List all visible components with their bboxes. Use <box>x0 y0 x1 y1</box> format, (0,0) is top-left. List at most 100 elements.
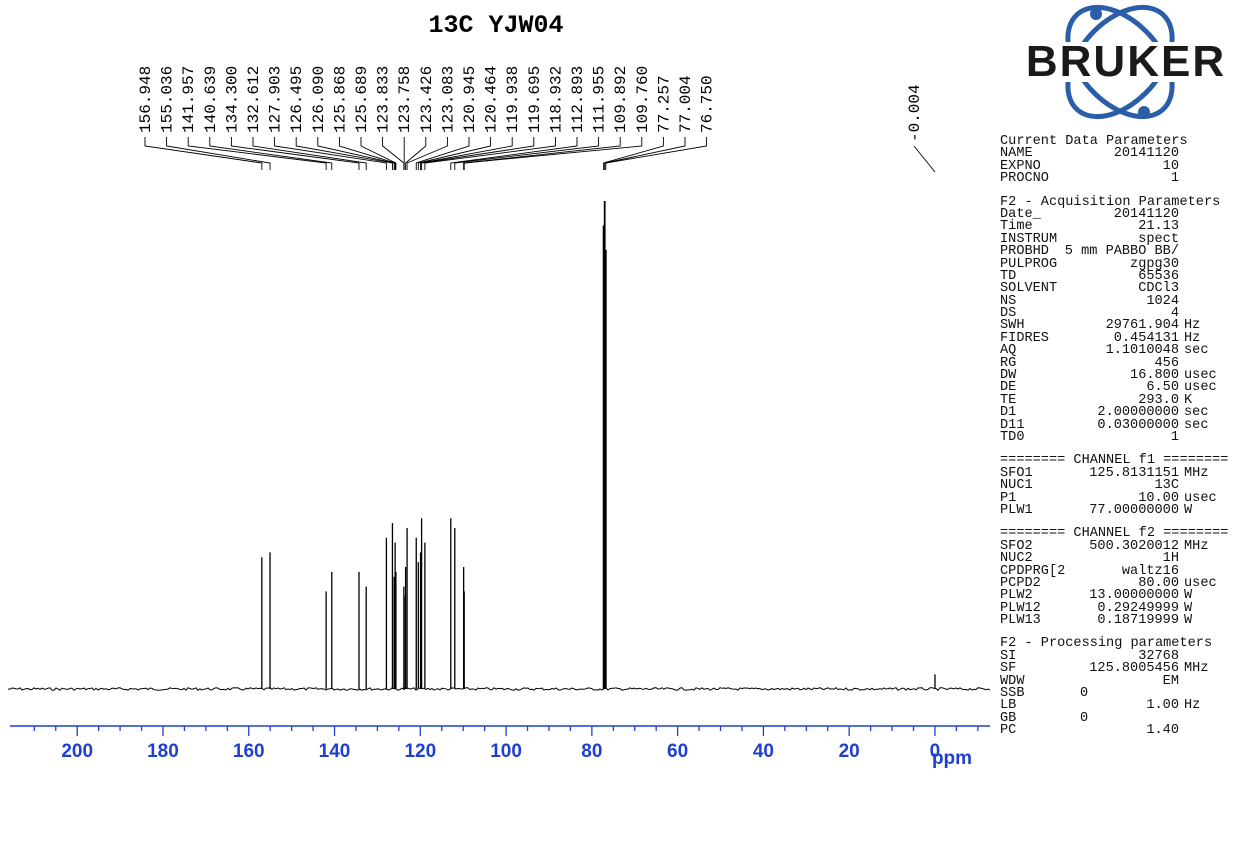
param-row: NUC1 13C <box>1000 478 1247 494</box>
param-unit: usec <box>1184 575 1217 591</box>
param-value: 293.0 <box>1138 392 1179 408</box>
logo-wordmark: BRUKER <box>1026 37 1226 86</box>
param-block-header: F2 - Processing parameters <box>1000 636 1213 652</box>
peak-label-connector <box>421 137 535 170</box>
logo-orbit-icon <box>1065 4 1175 120</box>
peak-label-connector <box>605 137 708 170</box>
param-row: INSTRUM spect <box>1000 231 1247 247</box>
peak-label-connector <box>295 137 393 170</box>
x-tick-label: 200 <box>61 741 93 762</box>
peak-label: 120.945 <box>461 66 479 133</box>
param-value: EM <box>1162 673 1179 689</box>
peak-label: 125.689 <box>353 66 371 133</box>
param-row: PULPROG zgpg30 <box>1000 256 1247 272</box>
param-row: AQ 1.1010048 sec <box>1000 343 1247 359</box>
param-value: 500.3020012 <box>1089 538 1179 554</box>
param-block: ======== CHANNEL f1 ======== SFO1 125.8131… <box>1000 454 1247 518</box>
param-row: WDW EM <box>1000 673 1247 689</box>
param-row: CPDPRG[2 waltz16 <box>1000 563 1247 579</box>
peak-label: 111.955 <box>591 66 609 133</box>
param-row: SFO2 500.3020012 MHz <box>1000 538 1247 554</box>
param-key: PULPROG <box>1000 256 1058 272</box>
param-key: FIDRES <box>1000 330 1049 346</box>
param-value: 1.1010048 <box>1105 343 1179 359</box>
peak-label-connector <box>187 137 327 170</box>
param-unit: usec <box>1184 380 1217 396</box>
param-key: SFO2 <box>1000 538 1033 554</box>
peak-label-connector <box>415 137 470 170</box>
param-key: PROBHD <box>1000 244 1049 260</box>
param-unit: sec <box>1184 343 1209 359</box>
param-block: Current Data Parameters NAME 20141120 EXPNO… <box>1000 134 1247 187</box>
param-row: D1 2.00000000 sec <box>1000 405 1247 421</box>
param-row: D11 0.03000000 sec <box>1000 417 1247 433</box>
peak-label-connector <box>274 137 387 170</box>
param-key: PLW1 <box>1000 502 1033 518</box>
param-key: Date_ <box>1000 206 1041 222</box>
param-key: PROCNO <box>1000 171 1049 187</box>
param-unit: MHz <box>1184 538 1209 554</box>
param-value: 0.29249999 <box>1097 600 1179 616</box>
param-unit: MHz <box>1184 465 1209 481</box>
param-value: 0 <box>1080 686 1089 702</box>
peak-label: 77.257 <box>655 75 673 133</box>
param-unit: W <box>1184 502 1193 518</box>
param-value: 65536 <box>1138 268 1179 284</box>
peak-label: 118.932 <box>547 66 565 133</box>
param-key: TE <box>1000 392 1017 408</box>
param-key: GB <box>1000 710 1017 726</box>
peak-label: 140.639 <box>202 66 220 133</box>
peak-label-connector <box>454 137 600 170</box>
param-value: 1.00 <box>1146 698 1179 714</box>
param-key: NUC2 <box>1000 551 1033 567</box>
peak-label: 125.868 <box>331 66 349 133</box>
param-row: DS 4 <box>1000 307 1247 321</box>
peak-label-connector <box>230 137 360 170</box>
param-value: waltz16 <box>1121 563 1179 579</box>
param-row: SFO1 125.8131151 MHz <box>1000 465 1247 481</box>
param-value: 5 mm PABBO BB/ <box>1064 244 1179 260</box>
param-unit: sec <box>1184 405 1209 421</box>
param-row: TD0 1 <box>1000 430 1247 444</box>
param-value: 20141120 <box>1113 146 1179 162</box>
peak-label-connector <box>417 137 492 170</box>
peak-label-connector <box>450 137 578 170</box>
param-row: TD 65536 <box>1000 268 1247 284</box>
param-value: 1024 <box>1146 293 1179 309</box>
peak-label: 120.464 <box>483 66 501 133</box>
peak-label-connector <box>420 137 513 170</box>
peak-label-connector <box>317 137 395 170</box>
peak-label: 127.903 <box>267 66 285 133</box>
x-tick-label: 0 <box>930 741 941 762</box>
peak-label-connector <box>463 137 643 170</box>
param-key: INSTRUM <box>1000 231 1058 247</box>
param-key: NS <box>1000 293 1017 309</box>
baseline-noise <box>7 687 991 692</box>
x-tick-label: 180 <box>147 741 179 762</box>
param-key: P1 <box>1000 490 1017 506</box>
param-key: DW <box>1000 368 1017 384</box>
param-value: 1H <box>1162 551 1179 567</box>
param-row: EXPNO 10 <box>1000 159 1247 173</box>
param-key: PC <box>1000 723 1017 739</box>
peak-label: 109.892 <box>612 66 630 133</box>
peak-label: 119.695 <box>526 66 544 133</box>
param-unit: Hz <box>1184 318 1201 334</box>
param-unit: sec <box>1184 417 1209 433</box>
peak-label: 132.612 <box>245 66 263 133</box>
peak-label-connector <box>603 137 664 170</box>
x-tick-label: 160 <box>233 741 265 762</box>
peak-label-connector <box>338 137 396 170</box>
param-value: 125.8005456 <box>1089 661 1179 677</box>
param-value: 29761.904 <box>1105 318 1179 334</box>
acquisition-parameters-panel: Current Data Parameters NAME 20141120 EXPNO… <box>1000 134 1247 749</box>
param-key: NUC1 <box>1000 478 1033 494</box>
peak-label: 126.090 <box>310 66 328 133</box>
param-row: PC 1.40 <box>1000 723 1247 739</box>
param-row: RG 456 <box>1000 356 1247 370</box>
peak-label: 156.948 <box>137 66 155 133</box>
param-value: 0.454131 <box>1113 330 1179 346</box>
param-row: DE 6.50 usec <box>1000 380 1247 396</box>
param-key: SI <box>1000 648 1017 664</box>
